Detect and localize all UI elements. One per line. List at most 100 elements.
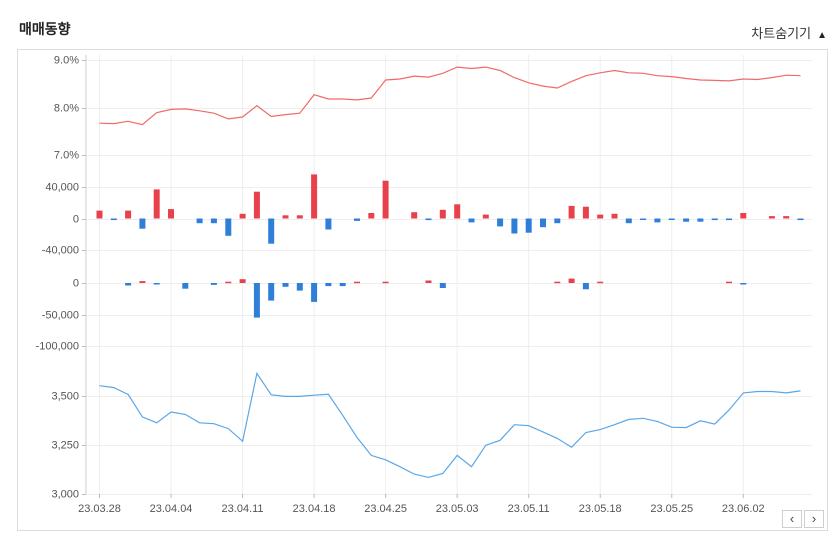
institution-bar [168,209,174,219]
y-tick-label: 9.0% [54,54,79,66]
foreign-bar [726,281,732,284]
institution-bar [797,218,804,221]
foreign-bar [239,279,246,283]
x-tick-label: 23.06.02 [722,503,765,515]
foreign-bar [554,281,561,284]
next-page-button[interactable]: › [804,510,824,528]
institution-bar [439,209,446,219]
institution-bar [354,218,360,221]
institution-bar [726,218,732,221]
prev-page-button[interactable]: ‹ [782,510,802,528]
institution-bar [568,205,575,219]
institution-bar [482,214,489,219]
foreign-bar [439,283,446,288]
foreign-bar [182,283,189,289]
hide-chart-toggle[interactable]: 차트숨기기 ▲ [751,23,827,42]
institution-bar [511,218,518,234]
foreign-bar [325,283,332,287]
institution-bar [425,218,432,221]
chevron-right-icon: › [811,511,817,526]
foreign-bar [568,278,575,283]
x-tick-label: 23.05.11 [508,503,550,515]
institution-bar [697,218,704,222]
y-tick-label: 3,500 [51,390,79,402]
foreign-bar [139,281,146,283]
institution-bar [640,218,647,220]
institution-bar [468,218,475,223]
foreign-bar [210,283,217,285]
y-tick-label: 7.0% [54,149,79,161]
institution-bar [139,218,146,229]
institution-bar [683,218,690,222]
foreign-bar [339,283,346,287]
institution-bar [411,212,418,219]
chevron-left-icon: ‹ [789,511,795,526]
x-tick-label: 23.04.25 [364,503,407,515]
foreign-bar [311,283,318,302]
institution-bar [582,206,589,219]
foreign-bar [382,281,389,284]
institution-bar [768,216,775,219]
triangle-up-icon: ▲ [817,30,827,41]
ratio-series-line [99,66,801,126]
price-series-line [99,371,801,479]
institution-bar [654,218,661,223]
institution-bar [296,215,303,219]
institution-bar [783,216,790,219]
institution-bar [253,191,260,219]
x-tick-label: 23.05.18 [579,503,622,515]
x-tick-label: 23.04.11 [222,503,264,515]
institution-bar [540,218,546,228]
institution-bar [497,218,504,227]
foreign-bar [225,281,232,284]
chart-frame [17,49,828,531]
institution-bar [210,218,217,224]
institution-bar [368,213,375,219]
y-tick-label: -100,000 [36,340,79,352]
institution-bar [153,189,160,219]
institution-bar [597,214,604,219]
institution-bar [282,215,289,219]
x-tick-label: 23.03.28 [78,503,121,515]
institution-bar [311,174,318,219]
foreign-bar [268,283,275,301]
foreign-bar [354,281,360,284]
institution-bar [239,213,246,219]
y-tick-label: 3,000 [51,488,79,500]
foreign-bar [740,283,747,285]
foreign-bar [282,283,289,287]
institution-bar [554,218,561,224]
x-tick-label: 23.05.25 [650,503,693,515]
institution-bar [196,218,203,224]
section-title: 매매동향 [19,21,71,37]
institution-bar [325,218,332,230]
foreign-bar [125,283,132,286]
y-tick-label: 3,250 [51,439,79,451]
institution-bar [96,210,103,219]
institution-bar [125,210,132,219]
x-tick-label: 23.04.18 [293,503,336,515]
institution-bar [711,218,718,221]
institution-bar [225,218,232,236]
y-tick-label: -50,000 [42,309,79,321]
institution-bar [110,218,117,221]
institution-bar [668,218,675,220]
foreign-bar [582,283,589,290]
y-tick-label: 8.0% [54,102,79,114]
foreign-bar [253,283,260,318]
institution-bar [454,204,461,219]
y-tick-label: 40,000 [45,181,79,193]
y-tick-label: -40,000 [42,244,79,256]
institution-bar [525,218,532,233]
y-tick-label: 0 [73,277,79,289]
foreign-bar [425,280,432,283]
x-tick-label: 23.04.04 [150,503,193,515]
institution-bar [611,213,618,219]
foreign-bar [153,283,160,285]
institution-bar [382,180,389,219]
institution-bar [740,213,747,219]
hide-chart-label: 차트숨기기 [751,26,812,41]
institution-bar [625,218,632,224]
foreign-bar [296,283,303,291]
